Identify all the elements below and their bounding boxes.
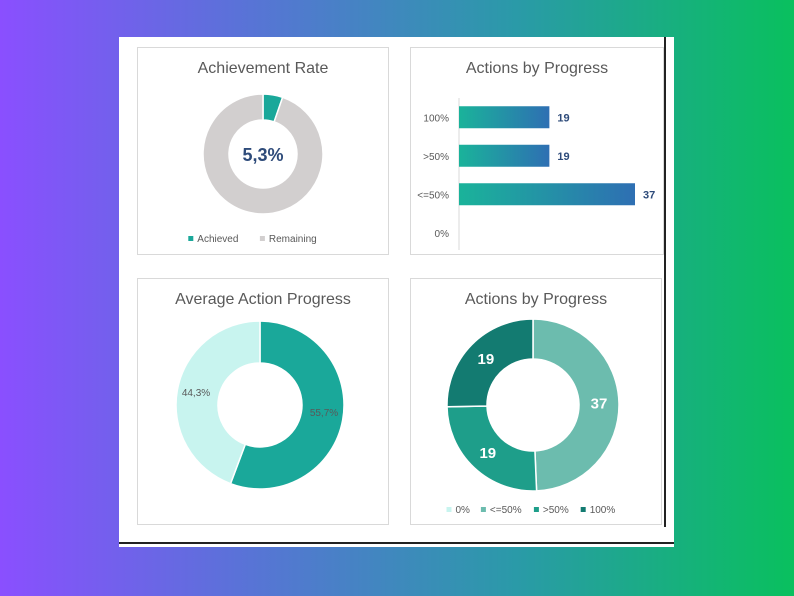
donut-slice [175, 320, 261, 485]
tick-label: 0% [435, 229, 450, 240]
legend-label: <=50% [490, 505, 522, 516]
tick-label: 100% [423, 113, 449, 124]
bar [459, 183, 635, 206]
donut-slice [446, 318, 534, 408]
sheet-bottom-border [119, 542, 674, 544]
legend-label: Remaining [269, 234, 317, 245]
legend-swatch [259, 236, 265, 241]
data-label: 19 [478, 351, 495, 368]
actions-by-progress-donut-card: Actions by Progress 37 19 19 0% <=50% >50% 10… [410, 278, 662, 525]
legend-swatch [480, 507, 486, 512]
chart-title: Achievement Rate [197, 60, 329, 77]
achievement-rate-donut: 5,3% Achieved Remaining [188, 93, 324, 245]
actions-by-progress-bar-card: Actions by Progress 100% 19 >50% 19 <=50% 37 0… [410, 47, 664, 255]
tick-label: >50% [423, 152, 449, 163]
legend-swatch [446, 507, 452, 512]
chart-title: Actions by Progress [465, 60, 609, 77]
data-label: 55,7% [310, 408, 338, 419]
donut-slice [446, 405, 538, 492]
donut-slice [532, 318, 620, 492]
legend-label: Achieved [197, 234, 238, 245]
legend-swatch [188, 236, 194, 241]
data-label: 19 [557, 112, 569, 124]
data-label: 19 [479, 445, 496, 462]
dashboard-sheet: Achievement Rate 5,3% Achieved Remaining … [119, 37, 674, 547]
legend-label: 100% [590, 505, 616, 516]
center-label: 5,3% [242, 145, 283, 165]
legend-swatch [580, 507, 586, 512]
achievement-rate-card: Achievement Rate 5,3% Achieved Remaining [137, 47, 389, 255]
data-label: 44,3% [182, 388, 210, 399]
bar [459, 106, 550, 129]
actions-by-progress-donut: 37 19 19 0% <=50% >50% 100% [446, 318, 620, 516]
average-action-progress-donut: 55,7% 44,3% [175, 320, 345, 490]
legend-swatch [533, 507, 539, 512]
tick-label: <=50% [417, 190, 449, 201]
chart-title: Average Action Progress [175, 291, 351, 308]
legend-label: >50% [543, 505, 569, 516]
data-label: 37 [643, 189, 655, 201]
donut-slice [202, 93, 324, 215]
actions-by-progress-bar-chart: 100% 19 >50% 19 <=50% 37 0% [417, 98, 655, 250]
legend-label: 0% [456, 505, 471, 516]
sheet-right-border [664, 37, 666, 527]
data-label: 37 [591, 396, 608, 413]
average-action-progress-card: Average Action Progress 55,7% 44,3% [137, 278, 389, 525]
chart-title: Actions by Progress [464, 291, 608, 308]
bar [459, 144, 550, 167]
donut-slice [229, 320, 345, 490]
data-label: 19 [557, 151, 569, 163]
